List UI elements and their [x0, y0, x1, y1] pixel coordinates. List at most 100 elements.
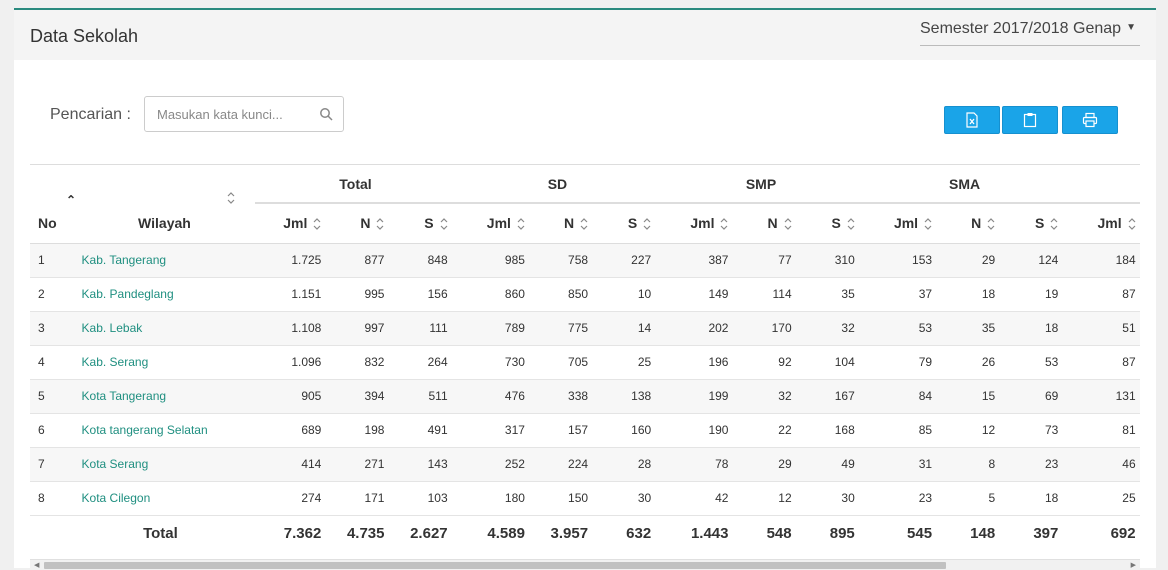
column-header-smk-jml[interactable]: Jml — [1066, 203, 1140, 244]
scroll-right-icon[interactable]: ▶ — [1130, 562, 1136, 569]
total-cell: 895 — [799, 515, 863, 551]
wilayah-link[interactable]: Kab. Pandeglang — [73, 277, 256, 312]
column-label: N — [360, 215, 371, 232]
row-number: 7 — [30, 447, 74, 482]
total-cell: 3.957 — [532, 515, 597, 551]
table-cell: 79 — [862, 345, 941, 380]
semester-select[interactable]: Semester 2017/2018 Genap ▼ — [920, 20, 1140, 46]
column-header-sd-s[interactable]: S — [596, 203, 660, 244]
column-header-total-n[interactable]: N — [329, 203, 393, 244]
wilayah-link[interactable]: Kota Cilegon — [73, 481, 256, 516]
table-cell: 985 — [455, 243, 533, 278]
row-number: 8 — [30, 481, 74, 516]
table-cell: 78 — [659, 447, 737, 482]
total-cell: 7.362 — [255, 515, 330, 551]
data-sekolah-panel: Data Sekolah Semester 2017/2018 Genap ▼ … — [14, 8, 1156, 570]
column-label: Wilayah — [138, 214, 191, 231]
total-row: Total 7.362 4.735 2.627 4.589 3.957 632 1.443 54… — [30, 515, 1140, 551]
table-cell: 49 — [799, 447, 863, 482]
row-number: 2 — [30, 277, 74, 312]
total-spacer — [30, 515, 74, 551]
wilayah-link[interactable]: Kota Tangerang — [73, 379, 256, 414]
total-cell: 4.589 — [455, 515, 533, 551]
table-cell: 81 — [1066, 413, 1140, 448]
horizontal-scrollbar[interactable]: ◀ ▶ — [30, 559, 1140, 570]
wilayah-link[interactable]: Kab. Tangerang — [73, 243, 256, 278]
copy-button[interactable] — [1002, 106, 1058, 134]
table-cell: 167 — [799, 379, 863, 414]
table-cell: 317 — [455, 413, 533, 448]
group-header-total: Total — [255, 165, 456, 204]
table-cell: 30 — [799, 481, 863, 516]
table-cell: 730 — [455, 345, 533, 380]
column-header-total-s[interactable]: S — [392, 203, 456, 244]
sort-icon — [847, 218, 855, 231]
search-label: Pencarian : — [50, 106, 131, 123]
print-button[interactable] — [1062, 106, 1118, 134]
search-input[interactable] — [145, 97, 315, 131]
table-cell: 848 — [392, 243, 456, 278]
table-cell: 103 — [392, 481, 456, 516]
table-cell: 138 — [596, 379, 660, 414]
table-cell: 25 — [596, 345, 660, 380]
column-header-wilayah[interactable]: Wilayah — [73, 203, 256, 244]
table-cell: 22 — [736, 413, 800, 448]
wilayah-link[interactable]: Kab. Serang — [73, 345, 256, 380]
table-cell: 414 — [255, 447, 330, 482]
column-header-sd-n[interactable]: N — [532, 203, 597, 244]
column-header-sd-jml[interactable]: Jml — [455, 203, 533, 244]
table-cell: 476 — [455, 379, 533, 414]
table-row: 3 Kab. Lebak 1.108 997 111 789 775 14 202 170 32 53… — [30, 311, 1140, 346]
wilayah-link[interactable]: Kota Serang — [73, 447, 256, 482]
table-cell: 124 — [1003, 243, 1067, 278]
column-header-sma-jml[interactable]: Jml — [862, 203, 941, 244]
table-cell: 12 — [736, 481, 800, 516]
table-cell: 156 — [392, 277, 456, 312]
export-excel-button[interactable] — [944, 106, 1000, 134]
column-header-no[interactable]: No — [30, 203, 74, 244]
column-label: No — [38, 214, 57, 231]
table-cell: 19 — [1003, 277, 1067, 312]
sort-icon — [377, 218, 384, 231]
column-label: Jml — [486, 215, 511, 232]
scroll-left-icon[interactable]: ◀ — [34, 562, 40, 569]
table-cell: 85 — [862, 413, 941, 448]
total-cell: 2.627 — [392, 515, 456, 551]
table-cell: 511 — [392, 379, 456, 414]
table-cell: 84 — [862, 379, 941, 414]
sort-icon — [987, 218, 995, 231]
column-header-smp-s[interactable]: S — [799, 203, 863, 244]
sort-asc-icon[interactable]: ⌃ — [66, 193, 77, 207]
table-row: 8 Kota Cilegon 274 171 103 180 150 30 42 12 30 23 5 1… — [30, 481, 1140, 516]
column-header-sma-n[interactable]: N — [940, 203, 1004, 244]
sort-icon — [924, 218, 932, 231]
table-cell: 1.108 — [255, 311, 330, 346]
sort-icon[interactable] — [227, 191, 235, 205]
sort-icon — [643, 218, 651, 231]
column-header-smp-jml[interactable]: Jml — [659, 203, 737, 244]
table-cell: 42 — [659, 481, 737, 516]
column-label: S — [1035, 215, 1045, 232]
wilayah-link[interactable]: Kab. Lebak — [73, 311, 256, 346]
table-cell: 170 — [736, 311, 800, 346]
total-cell: 1.443 — [659, 515, 737, 551]
column-header-sma-s[interactable]: S — [1003, 203, 1067, 244]
group-header-sd: SD — [455, 165, 660, 204]
scrollbar-thumb[interactable] — [44, 562, 946, 569]
row-number: 4 — [30, 345, 74, 380]
column-header-smp-n[interactable]: N — [736, 203, 800, 244]
total-cell: 632 — [596, 515, 660, 551]
table-cell: 69 — [1003, 379, 1067, 414]
column-header-total-jml[interactable]: Jml — [255, 203, 330, 244]
table-cell: 18 — [1003, 481, 1067, 516]
search-box[interactable] — [144, 96, 344, 132]
table-cell: 23 — [1003, 447, 1067, 482]
total-cell: 397 — [1003, 515, 1067, 551]
row-number: 1 — [30, 243, 74, 278]
table-cell: 995 — [329, 277, 393, 312]
wilayah-link[interactable]: Kota tangerang Selatan — [73, 413, 256, 448]
table-cell: 143 — [392, 447, 456, 482]
table-cell: 18 — [1003, 311, 1067, 346]
column-label: S — [831, 215, 841, 232]
table-cell: 180 — [455, 481, 533, 516]
